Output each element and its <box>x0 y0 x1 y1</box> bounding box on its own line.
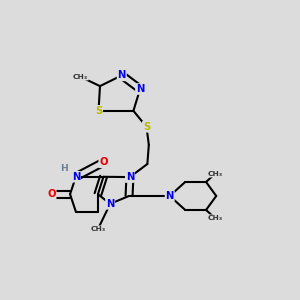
Text: O: O <box>47 189 56 199</box>
Text: CH₃: CH₃ <box>207 215 222 221</box>
Text: CH₃: CH₃ <box>207 171 222 177</box>
Text: CH₃: CH₃ <box>73 74 88 80</box>
Text: S: S <box>95 106 102 116</box>
Text: N: N <box>118 70 126 80</box>
Text: N: N <box>136 84 144 94</box>
Text: N: N <box>106 199 114 209</box>
Text: S: S <box>143 122 150 132</box>
Text: N: N <box>166 191 174 201</box>
Text: H: H <box>60 164 68 173</box>
Text: N: N <box>126 172 134 182</box>
Text: N: N <box>72 172 80 182</box>
Text: O: O <box>99 157 108 167</box>
Text: CH₃: CH₃ <box>90 226 106 232</box>
